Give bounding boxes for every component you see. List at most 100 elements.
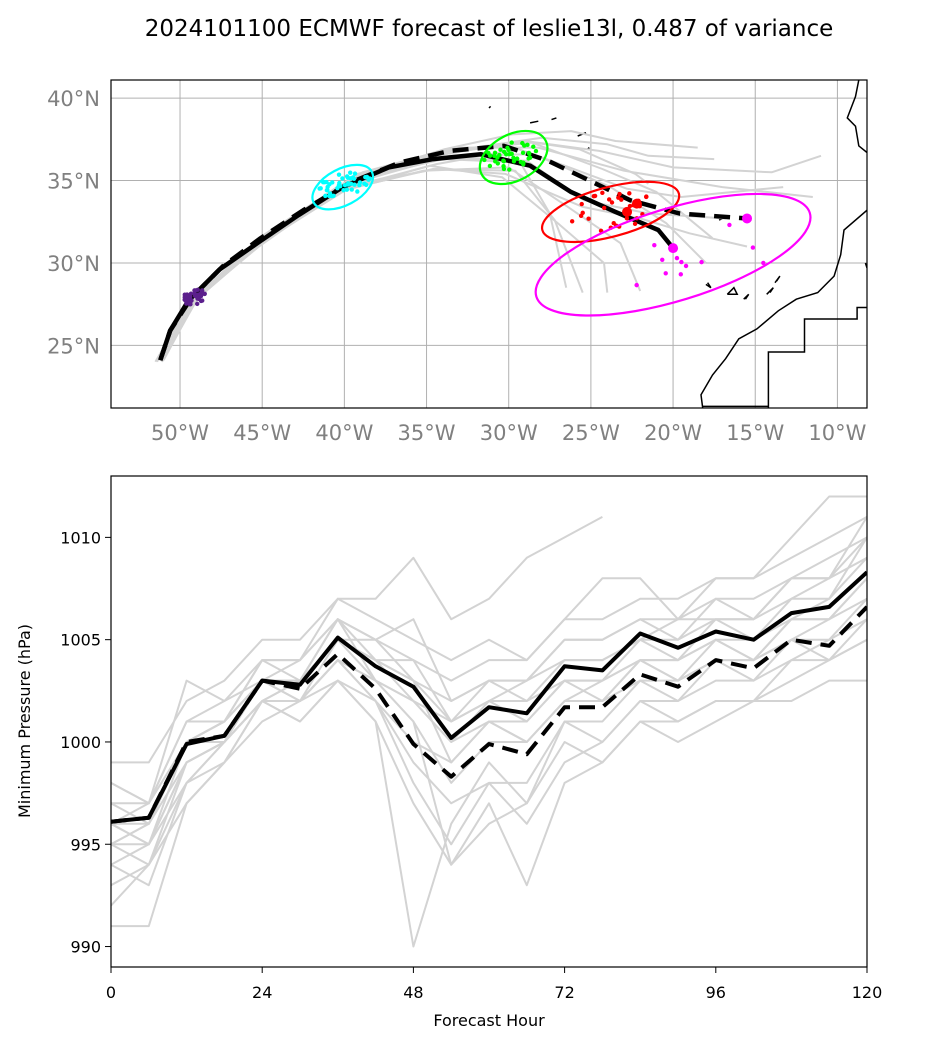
day-5-point <box>683 263 689 269</box>
day-2-point <box>348 170 353 175</box>
day-4-point <box>579 201 584 207</box>
coastline <box>488 105 492 109</box>
day-2-point <box>336 172 342 177</box>
ensemble-pressure-line <box>111 638 867 866</box>
day-2-point <box>348 181 354 186</box>
pressure-frame <box>110 475 868 968</box>
pressure-x-axis-label: Forecast Hour <box>433 1011 545 1030</box>
map-x-tick-label: 40°W <box>315 421 373 445</box>
uncertainty-ellipse <box>534 192 812 317</box>
day-3-point <box>487 163 493 169</box>
day-4-point <box>600 190 605 196</box>
day-2-point <box>340 176 345 181</box>
y-tick-label: 1010 <box>60 528 101 547</box>
day-3-point <box>507 167 512 172</box>
map-y-tick-label: 25°N <box>47 334 100 358</box>
day-5-point <box>750 245 756 250</box>
day-2-point <box>352 171 358 176</box>
final-position-marker <box>622 206 633 217</box>
day-2-point <box>323 193 328 199</box>
day-2-point <box>325 184 330 190</box>
coastline <box>766 287 774 295</box>
day-3-point <box>493 159 498 164</box>
map-x-tick-label: 30°W <box>480 421 538 445</box>
map-frame <box>110 79 868 409</box>
day-2-point <box>345 175 351 180</box>
day-1-point <box>189 298 194 303</box>
uncertainty-ellipse <box>311 163 375 211</box>
day-4-point <box>644 194 649 200</box>
final-position-marker <box>668 243 679 254</box>
day-3-point <box>501 163 506 169</box>
day-3-point <box>501 159 507 164</box>
figure-title: 2024101100 ECMWF forecast of leslie13l, … <box>145 16 834 42</box>
ensemble-pressure-line <box>111 516 867 825</box>
day-3-point <box>486 150 491 155</box>
day-4-point <box>619 197 624 202</box>
coastline <box>700 209 867 408</box>
day-2-point <box>364 174 370 180</box>
x-tick-label: 120 <box>852 983 883 1002</box>
day-2-point <box>351 176 357 181</box>
map-x-tick-label: 50°W <box>151 421 209 445</box>
day-2-point <box>357 180 363 185</box>
day-1-point <box>188 294 193 300</box>
coastline <box>705 282 712 289</box>
pressure-mean-lines <box>111 570 867 824</box>
coastline <box>767 306 867 408</box>
y-tick-label: 995 <box>70 835 101 854</box>
day-2-point <box>335 186 340 191</box>
x-tick-label: 96 <box>706 983 726 1002</box>
x-tick-label: 24 <box>252 983 272 1002</box>
day-3-point <box>520 150 526 155</box>
day-3-point <box>514 156 520 161</box>
map-background <box>111 80 867 408</box>
day-3-point <box>482 157 487 163</box>
track-map-panel: 50°W 45°W 40°W 35°W 30°W 25°W 20°W 15°W 10°W 25°… <box>47 79 868 445</box>
final-position-marker <box>631 198 642 209</box>
day-2-point <box>317 186 322 191</box>
day-3-point <box>526 156 531 161</box>
day-1-point <box>184 301 189 306</box>
day-3-point <box>533 148 539 154</box>
day-3-point <box>507 151 512 157</box>
ensemble-pressure-line <box>111 516 603 764</box>
day-1-point <box>184 293 189 299</box>
day-3-point <box>511 155 516 161</box>
day-5-point <box>652 242 657 248</box>
x-tick-label: 48 <box>403 983 423 1002</box>
day-3-point <box>506 147 511 153</box>
ensemble-pressure-line <box>111 597 867 907</box>
day-4-point <box>569 219 575 224</box>
day-4-point <box>624 216 630 221</box>
uncertainty-ellipse <box>540 180 681 244</box>
day-5-point <box>663 271 668 276</box>
ensemble-pressure-line <box>111 577 867 928</box>
day-3-point <box>520 140 525 146</box>
map-coastlines <box>488 80 867 408</box>
coastline <box>774 275 781 284</box>
day-3-point <box>495 155 500 160</box>
ensemble-track <box>161 136 715 363</box>
day-2-point <box>327 191 333 196</box>
day-3-point <box>531 144 536 149</box>
coastline <box>726 286 739 296</box>
day-4-point <box>627 191 632 196</box>
day-2-point <box>362 181 367 186</box>
y-tick-label: 990 <box>70 938 101 957</box>
coastline <box>743 293 750 300</box>
pressure-y-ticks: 990 995 1000 1005 1010 <box>60 528 111 957</box>
day-1-point <box>202 291 207 296</box>
day-3-point <box>511 159 517 164</box>
day-4-point <box>601 205 607 211</box>
day-1-point <box>187 301 193 307</box>
map-ellipses <box>311 129 812 317</box>
day-5-point <box>761 260 766 266</box>
day-3-point <box>525 142 530 148</box>
map-y-tick-label: 40°N <box>47 87 100 111</box>
day-3-point <box>509 140 514 145</box>
map-x-tick-labels: 50°W 45°W 40°W 35°W 30°W 25°W 20°W 15°W 10°W <box>151 421 867 445</box>
map-y-tick-label: 30°N <box>47 252 100 276</box>
map-x-tick-label: 45°W <box>233 421 291 445</box>
